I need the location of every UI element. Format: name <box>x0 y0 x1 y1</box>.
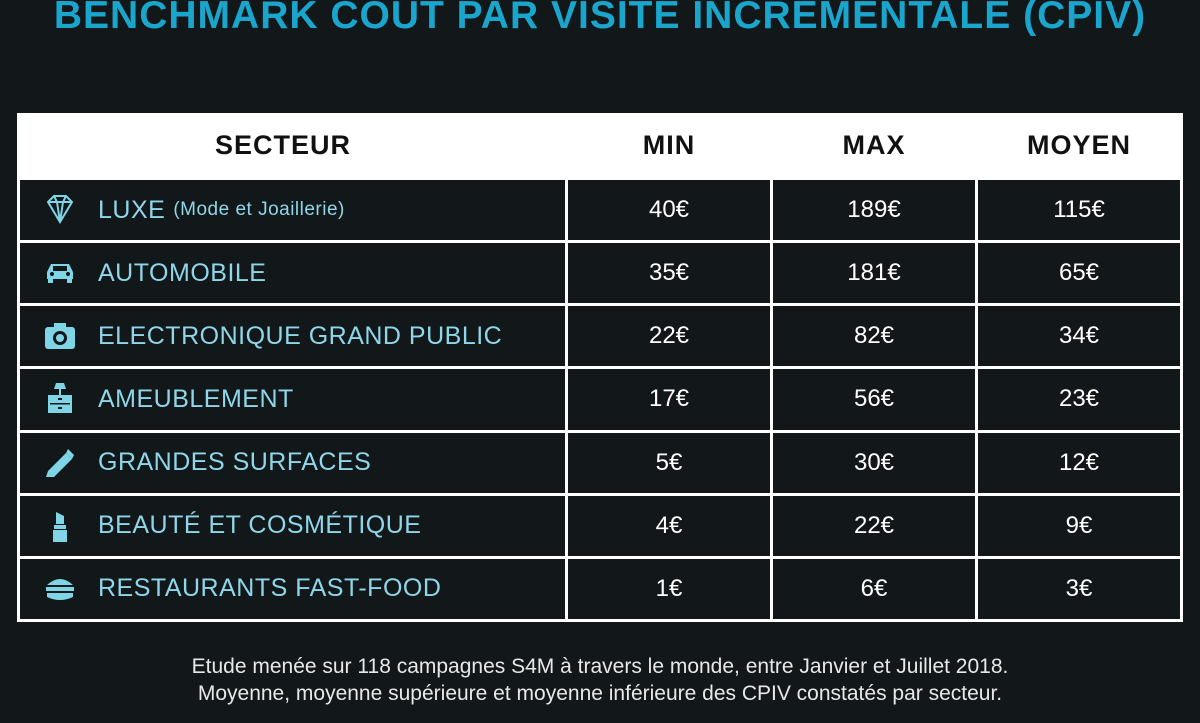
header-cell: SECTEUR <box>20 113 565 177</box>
value-cell: 82€ <box>773 306 975 367</box>
sector-icon <box>53 511 67 542</box>
sector-name: BEAUTÉ ET COSMÉTIQUE <box>98 511 422 540</box>
title: BENCHMARK COUT PAR VISITE INCRÉMENTALE (… <box>53 0 1147 37</box>
sector-name: GRANDES SURFACES <box>98 448 372 477</box>
value-cell: 22€ <box>773 495 975 556</box>
value-cell: 22€ <box>568 306 770 367</box>
sector-icon <box>45 323 75 350</box>
value-cell: 181€ <box>773 243 975 304</box>
sector-name: AMEUBLEMENT <box>98 384 294 413</box>
value-cell: 4€ <box>568 495 770 556</box>
sector-cell: ELECTRONIQUE GRAND PUBLIC <box>20 306 565 367</box>
header-cell: MOYEN <box>978 113 1180 177</box>
value-cell: 40€ <box>568 180 770 241</box>
value-cell: 30€ <box>773 432 975 493</box>
header-cell: MAX <box>773 113 975 177</box>
value-cell: 5€ <box>568 432 770 493</box>
footnote: Etude menée sur 118 campagnes S4M à trav… <box>191 655 1009 678</box>
value-cell: 9€ <box>978 495 1180 556</box>
sector-name: LUXE <box>98 195 166 224</box>
sector-cell: LUXE (Mode et Joaillerie) <box>20 180 565 241</box>
value-cell: 56€ <box>773 369 975 430</box>
sector-cell: GRANDES SURFACES <box>20 432 565 493</box>
header-cell: MIN <box>568 113 770 177</box>
value-cell: 3€ <box>978 558 1180 619</box>
sector-cell: RESTAURANTS FAST-FOOD <box>20 558 565 619</box>
value-cell: 17€ <box>568 369 770 430</box>
sector-icon <box>46 578 74 600</box>
sector-name: AUTOMOBILE <box>98 258 267 287</box>
sector-icon <box>48 383 72 414</box>
sector-icon <box>47 264 73 284</box>
sector-name: RESTAURANTS FAST-FOOD <box>98 574 442 603</box>
value-cell: 6€ <box>773 558 975 619</box>
value-cell: 65€ <box>978 243 1180 304</box>
value-cell: 115€ <box>978 180 1180 241</box>
value-cell: 1€ <box>568 558 770 619</box>
value-cell: 23€ <box>978 369 1180 430</box>
sector-cell: BEAUTÉ ET COSMÉTIQUE <box>20 495 565 556</box>
footnote: Moyenne, moyenne supérieure et moyenne i… <box>197 682 1003 705</box>
sector-icon <box>46 448 74 477</box>
sector-note: (Mode et Joaillerie) <box>173 199 345 221</box>
table: SECTEUR MIN MAX MOYEN LUXE (Mode et Joailleri… <box>17 113 1183 622</box>
value-cell: 189€ <box>773 180 975 241</box>
value-cell: 35€ <box>568 243 770 304</box>
value-cell: 12€ <box>978 432 1180 493</box>
value-cell: 34€ <box>978 306 1180 367</box>
sector-cell: AUTOMOBILE <box>20 243 565 304</box>
sector-icon <box>46 195 74 225</box>
sector-cell: AMEUBLEMENT <box>20 369 565 430</box>
sector-name: ELECTRONIQUE GRAND PUBLIC <box>98 321 503 350</box>
